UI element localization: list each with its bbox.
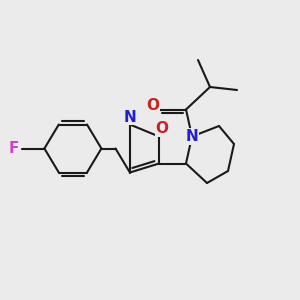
Text: N: N: [186, 129, 198, 144]
Text: N: N: [124, 110, 136, 124]
Text: F: F: [8, 141, 19, 156]
Text: O: O: [146, 98, 160, 113]
Text: O: O: [155, 121, 169, 136]
